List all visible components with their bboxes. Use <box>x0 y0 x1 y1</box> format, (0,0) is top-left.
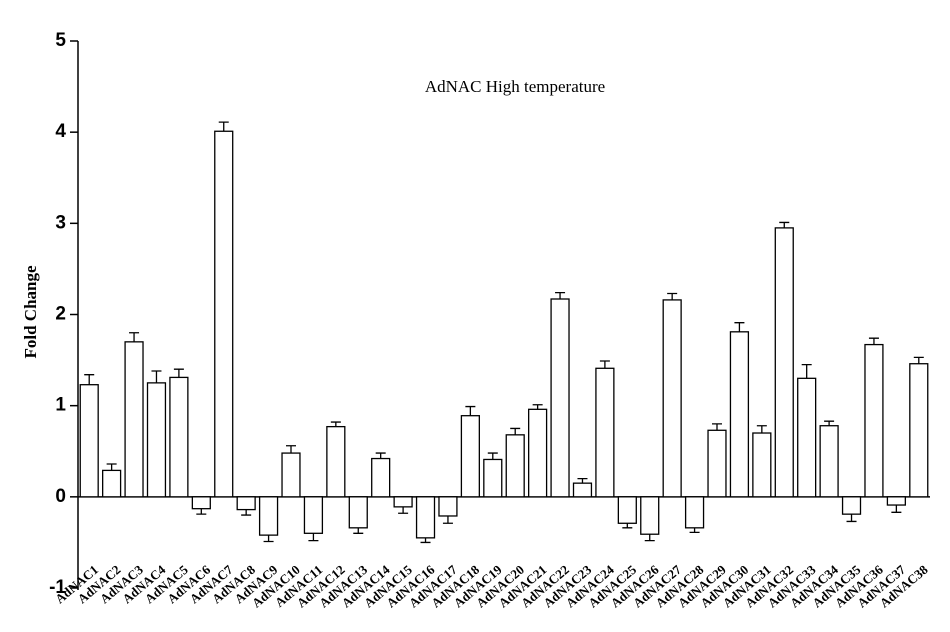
error-bar <box>465 405 476 416</box>
error-bar <box>353 527 364 534</box>
y-tick-label: 0 <box>55 486 66 507</box>
error-bar <box>667 292 678 300</box>
error-bar <box>487 452 498 460</box>
error-bar <box>913 356 924 364</box>
bar <box>303 496 324 534</box>
error-bar <box>398 506 409 514</box>
error-bar <box>510 427 521 435</box>
error-bar <box>286 445 296 454</box>
bar <box>236 496 256 511</box>
bar <box>797 377 817 498</box>
error-bar <box>689 527 700 534</box>
error-bar <box>196 508 207 515</box>
bar <box>146 382 167 498</box>
bar <box>662 299 682 498</box>
error-bar <box>241 509 252 516</box>
y-tick-label: 4 <box>55 121 66 142</box>
bar <box>124 341 144 498</box>
bar <box>572 482 593 498</box>
error-bar <box>420 537 431 544</box>
error-bar <box>263 535 274 543</box>
error-bar <box>712 423 722 431</box>
bar <box>371 457 391 498</box>
bar <box>214 130 234 498</box>
bar <box>79 384 99 498</box>
bar <box>550 298 570 498</box>
y-tick-label: 3 <box>55 212 66 233</box>
y-tick-label: 2 <box>55 304 66 325</box>
error-bar <box>599 360 610 369</box>
bar <box>438 496 458 517</box>
bar <box>819 425 839 498</box>
error-bar <box>84 374 95 385</box>
bar <box>841 496 862 515</box>
bar <box>505 434 525 498</box>
error-bar <box>846 514 857 523</box>
error-bar <box>555 291 566 300</box>
error-bar <box>868 337 879 345</box>
error-bar <box>129 332 140 342</box>
error-bar <box>734 322 745 332</box>
error-bar <box>308 533 319 542</box>
bar <box>169 376 189 498</box>
error-bar <box>375 452 386 459</box>
bar <box>684 496 705 529</box>
bar <box>102 469 122 498</box>
error-bar <box>106 463 117 471</box>
error-bar <box>644 534 655 542</box>
bar <box>258 496 279 536</box>
bar <box>415 496 436 539</box>
bar <box>886 496 906 506</box>
error-bar <box>330 421 341 427</box>
bar <box>528 408 548 498</box>
bar <box>595 367 615 498</box>
bar <box>729 331 750 498</box>
bar <box>864 343 884 498</box>
bar <box>617 496 637 524</box>
error-bar <box>218 121 229 132</box>
y-tick-label: 1 <box>55 395 66 416</box>
error-bar <box>173 368 184 378</box>
bar <box>752 432 772 498</box>
error-bar <box>801 363 812 379</box>
y-axis-label: Fold Change <box>21 265 40 358</box>
bar <box>191 496 211 510</box>
error-bar <box>779 221 790 228</box>
bar <box>348 496 368 529</box>
y-tick-label: -1 <box>49 577 66 598</box>
error-bar <box>442 515 453 524</box>
chart-title: AdNAC High temperature <box>425 77 605 96</box>
error-bar <box>824 420 835 426</box>
bar <box>774 227 794 498</box>
error-bar <box>891 505 902 513</box>
error-bar <box>577 477 588 484</box>
bar <box>909 363 929 498</box>
error-bar <box>151 370 162 383</box>
bar <box>281 452 301 498</box>
error-bar <box>756 425 767 434</box>
y-tick-label: 5 <box>55 30 66 51</box>
error-bar <box>532 404 543 410</box>
bar <box>393 496 413 508</box>
bar <box>707 429 727 498</box>
error-bar <box>622 523 633 529</box>
bar <box>326 425 346 498</box>
bar <box>483 458 503 498</box>
bar <box>460 415 480 498</box>
bar <box>640 496 660 535</box>
